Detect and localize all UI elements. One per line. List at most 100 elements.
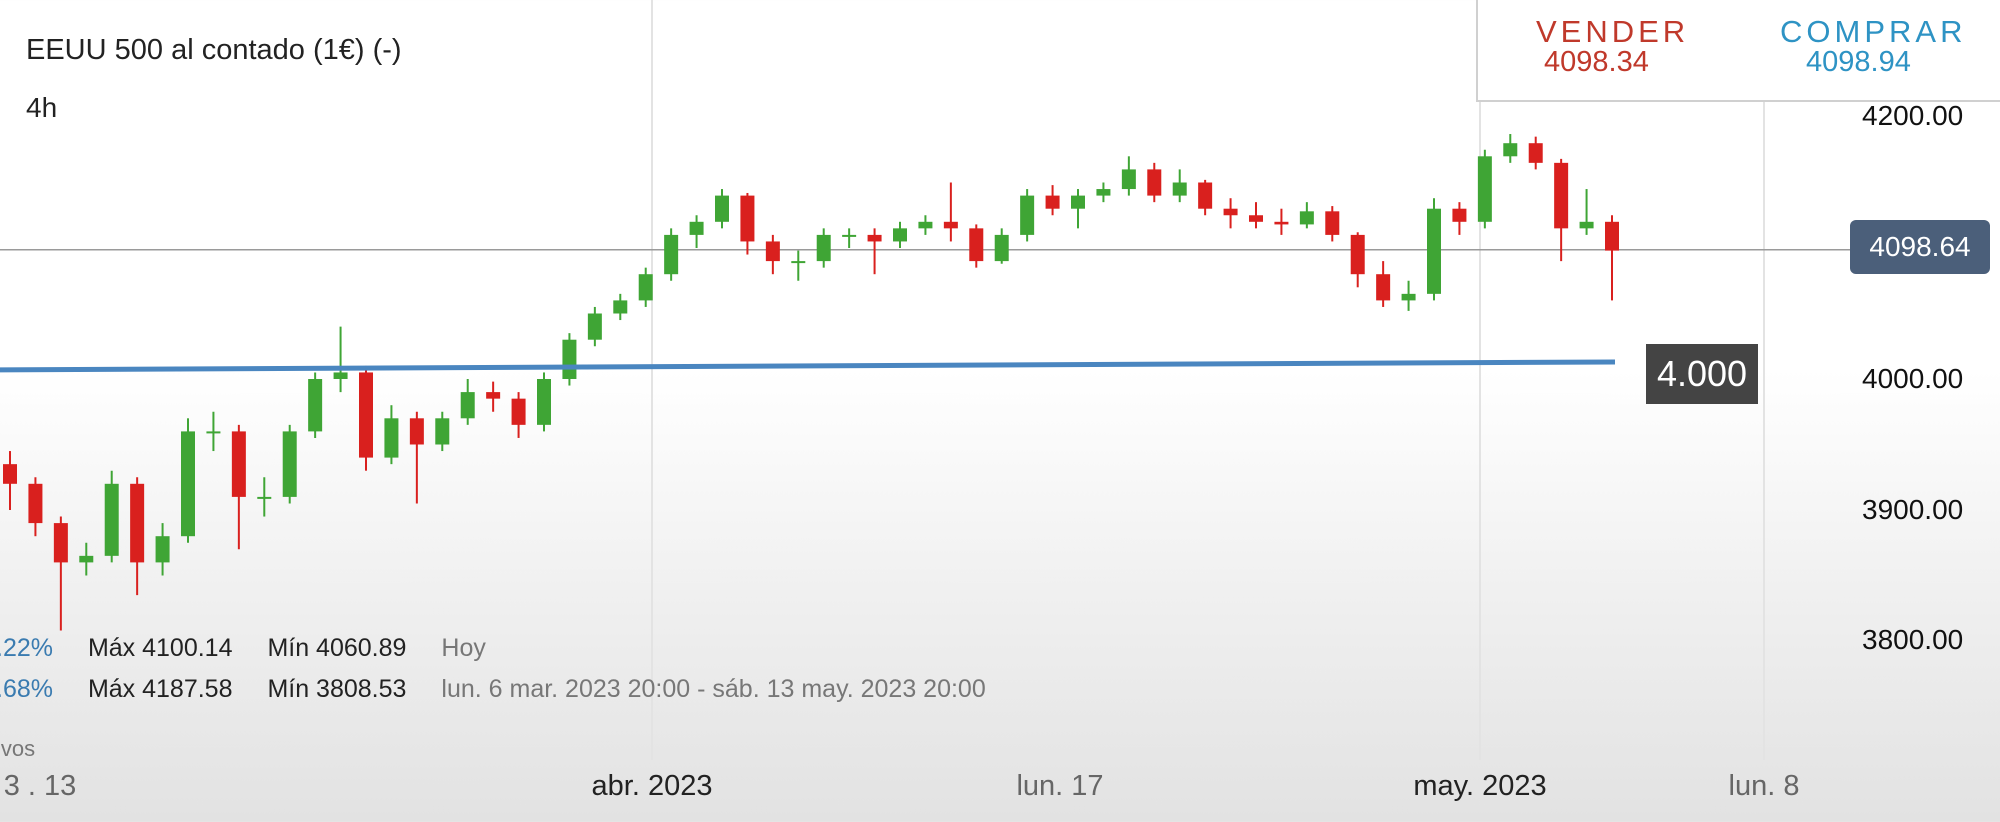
candle <box>257 477 272 517</box>
range-period: lun. 6 mar. 2023 20:00 - sáb. 13 may. 20… <box>441 675 986 703</box>
candle <box>1096 182 1111 203</box>
candle-body <box>740 195 755 242</box>
candle-body <box>664 234 679 275</box>
candle <box>460 379 475 425</box>
candle <box>664 228 679 281</box>
candle-body <box>79 555 94 563</box>
sell-price: 4098.34 <box>1544 46 1649 78</box>
candle <box>587 306 602 347</box>
y-tick: 3800.00 <box>1862 624 1964 655</box>
candle-body <box>1147 169 1162 196</box>
candle-body <box>486 392 501 399</box>
candle <box>1477 149 1492 229</box>
candle-body <box>257 496 272 499</box>
candle-body <box>282 431 297 497</box>
candle-body <box>1528 143 1543 163</box>
candle-body <box>689 221 704 235</box>
candle <box>1325 206 1340 242</box>
candle <box>842 228 857 248</box>
candle <box>333 326 348 393</box>
candle <box>1554 158 1569 262</box>
candle-body <box>587 313 602 340</box>
candle <box>1605 215 1619 301</box>
stats-range: .68% Máx 4187.58 Mín 3808.53 lun. 6 mar.… <box>0 675 986 704</box>
sell-button[interactable]: VENDER 4098.34 <box>1476 0 1744 102</box>
candle-body <box>994 234 1009 262</box>
candle <box>689 215 704 248</box>
candle <box>206 411 221 452</box>
candle-body <box>791 261 806 264</box>
level-label[interactable]: 4.000 <box>1646 344 1758 404</box>
candle-body <box>715 195 729 222</box>
candle <box>1020 189 1035 242</box>
range-min: Mín 3808.53 <box>267 675 407 703</box>
x-tick: 3 . 13 <box>3 770 77 802</box>
candle <box>562 333 577 386</box>
candle-body <box>1503 143 1518 157</box>
support-level-line <box>0 359 1616 373</box>
candle <box>1528 136 1543 170</box>
current-price-tag: 4098.64 <box>1850 220 1990 274</box>
candle-body <box>206 431 221 434</box>
candle-body <box>1452 208 1467 222</box>
candle <box>1147 162 1162 203</box>
candle <box>1579 189 1594 235</box>
candle-body <box>308 379 323 432</box>
candle-body <box>384 418 399 458</box>
candle <box>359 365 373 471</box>
candle-body <box>1605 221 1619 251</box>
candle-body <box>1020 195 1035 235</box>
candle-body <box>1071 195 1085 209</box>
candle-body <box>1477 156 1492 222</box>
today-period: Hoy <box>441 634 486 662</box>
candle <box>715 189 729 229</box>
x-tick: may. 2023 <box>1413 770 1547 802</box>
candle-body <box>638 274 653 301</box>
candle <box>867 228 882 275</box>
candle-body <box>1299 211 1314 225</box>
candle <box>409 411 424 504</box>
candle <box>181 418 195 543</box>
candle <box>231 424 246 550</box>
today-max: Máx 4100.14 <box>87 634 233 662</box>
range-max: Máx 4187.58 <box>87 675 233 703</box>
candle <box>638 267 653 307</box>
candle <box>893 221 907 248</box>
candle <box>79 542 94 576</box>
today-min: Mín 4060.89 <box>267 634 407 662</box>
y-tick: 4000.00 <box>1862 363 1964 394</box>
candle-body <box>1045 195 1060 209</box>
candle <box>1121 156 1136 196</box>
candle-body <box>333 372 348 379</box>
candle <box>1427 198 1441 301</box>
candle-body <box>867 234 882 242</box>
candle-body <box>1121 169 1136 190</box>
buy-button[interactable]: COMPRAR 4098.94 <box>1740 0 2000 102</box>
candle <box>308 372 323 438</box>
today-change: .22% <box>0 634 53 662</box>
candle-body <box>1427 208 1441 294</box>
candle-body <box>3 464 17 484</box>
candle-body <box>53 523 68 563</box>
candle-body <box>537 379 551 425</box>
candle <box>1249 202 1263 229</box>
candle <box>104 470 119 563</box>
sell-label: VENDER <box>1536 14 1690 49</box>
candle-body <box>1554 162 1569 229</box>
x-tick: lun. 17 <box>1016 770 1104 802</box>
candle-body <box>1579 221 1594 229</box>
x-tick: abr. 2023 <box>591 770 713 802</box>
candle <box>1198 179 1213 216</box>
candle-body <box>1249 215 1263 222</box>
candle <box>1071 189 1085 229</box>
candle-body <box>969 228 984 262</box>
stats-today: .22% Máx 4100.14 Mín 4060.89 Hoy <box>0 634 486 663</box>
candle <box>1350 232 1365 288</box>
candle-body <box>511 398 526 425</box>
candle <box>511 392 526 438</box>
candle <box>282 424 297 504</box>
candle <box>1376 261 1391 307</box>
candle-body <box>460 392 475 419</box>
timeframe-label[interactable]: 4h <box>26 92 58 123</box>
